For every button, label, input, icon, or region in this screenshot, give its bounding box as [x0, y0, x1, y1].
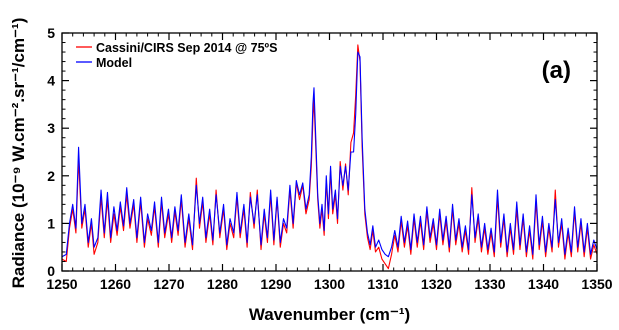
panel-label: (a): [542, 57, 571, 84]
legend-label-cirs: Cassini/CIRS Sep 2014 @ 75ºS: [96, 41, 277, 55]
y-tick-label: 3: [47, 120, 55, 136]
x-tick-label: 1290: [260, 276, 291, 292]
x-tick-label: 1340: [528, 276, 559, 292]
legend-label-model: Model: [96, 56, 132, 70]
y-tick-label: 4: [47, 73, 55, 89]
x-axis-title: Wavenumber (cm⁻¹): [249, 305, 410, 324]
x-tick-label: 1280: [207, 276, 238, 292]
x-tick-label: 1350: [581, 276, 612, 292]
x-tick-label: 1270: [153, 276, 184, 292]
y-axis-title: Radiance (10⁻⁹ W.cm⁻².sr⁻¹/cm⁻¹): [9, 18, 28, 289]
series-layer: [62, 44, 597, 270]
series-line-model: [62, 51, 597, 258]
series-line-cirs: [62, 44, 597, 270]
legend: Cassini/CIRS Sep 2014 @ 75ºS Model: [76, 41, 277, 70]
x-tick-label: 1310: [367, 276, 398, 292]
plot-frame: [61, 32, 598, 272]
y-tick-label: 2: [47, 168, 55, 184]
x-tick-label: 1260: [100, 276, 131, 292]
y-tick-label: 5: [47, 25, 55, 41]
x-tick-label: 1250: [46, 276, 77, 292]
ticks-layer: 1250 1260 1270 1280 1290 1300 1310 1320 1330 1340…: [46, 25, 612, 292]
x-tick-label: 1300: [314, 276, 345, 292]
x-tick-label: 1330: [474, 276, 505, 292]
y-tick-label: 0: [47, 263, 55, 279]
y-tick-label: 1: [47, 215, 55, 231]
x-tick-label: 1320: [421, 276, 452, 292]
